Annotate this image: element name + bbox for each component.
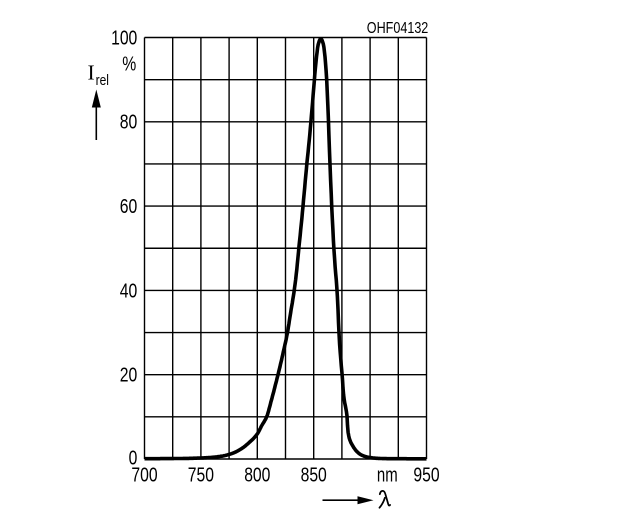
svg-text:950: 950 [413,465,439,487]
svg-text:850: 850 [301,465,327,487]
svg-text:100: 100 [111,27,137,49]
svg-text:0: 0 [129,447,138,469]
svg-text:700: 700 [131,465,157,487]
svg-text:60: 60 [120,196,138,218]
svg-text:750: 750 [188,465,214,487]
svg-text:I: I [88,61,95,85]
svg-text:rel: rel [96,73,109,89]
svg-text:20: 20 [120,365,138,387]
svg-text:800: 800 [244,465,270,487]
svg-text:nm: nm [377,465,398,487]
svg-text:40: 40 [120,280,138,302]
svg-text:OHF04132: OHF04132 [367,20,429,37]
svg-text:%: % [122,53,136,75]
svg-text:80: 80 [120,112,138,134]
